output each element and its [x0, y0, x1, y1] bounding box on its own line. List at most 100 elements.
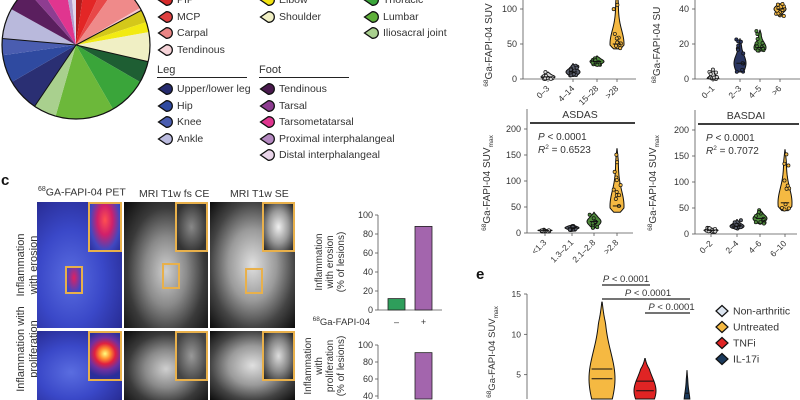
y-tick-label: 40	[679, 4, 689, 14]
x-tick-label: +	[421, 317, 426, 327]
panel-letter-e: e	[476, 266, 485, 283]
p-value: P < 0.0001	[706, 133, 755, 144]
data-point	[776, 11, 781, 16]
pie-slice	[76, 0, 97, 45]
ylabel-sup: 68	[647, 223, 654, 231]
data-point	[754, 213, 758, 218]
legend-label: Tendinous	[177, 43, 225, 56]
xlabel-sup: 68	[313, 316, 321, 323]
pie-slice	[34, 45, 76, 117]
data-point	[782, 178, 787, 183]
pie-slice	[76, 22, 149, 45]
teardrop-marker-icon	[157, 27, 173, 39]
pie-slice	[11, 0, 76, 45]
pie-slice	[2, 9, 76, 45]
legend-item: Shoulder	[259, 9, 321, 25]
data-point	[786, 163, 791, 168]
xlabel-main: Ga-FAPI-04	[320, 317, 370, 328]
data-point	[612, 31, 617, 36]
ylabel-main: Ga-FAPI-04 SUV	[648, 147, 659, 223]
legend-item: Proximal interphalangeal	[259, 131, 395, 147]
data-point	[755, 32, 760, 37]
pie-divider	[75, 9, 142, 46]
legend-label: Upper/lower leg	[177, 83, 251, 95]
data-point	[782, 207, 787, 212]
chart-title: ASDAS	[562, 109, 598, 121]
data-point	[714, 70, 718, 75]
data-point	[615, 2, 620, 7]
y-axis-label: 68Ga-FAPI-04 SUVmax	[481, 134, 495, 230]
data-point	[614, 178, 619, 183]
pie-divider	[75, 44, 149, 63]
diamond-marker-icon	[715, 352, 729, 366]
data-point	[740, 67, 745, 72]
y-axis-label: proliferation	[325, 340, 336, 392]
data-point	[736, 43, 741, 48]
x-tick-label: >2.8	[601, 237, 620, 256]
legend-label: Iliosacral joint	[383, 27, 447, 39]
legend-item: Tendinous	[259, 81, 327, 97]
y-tick-label: 10	[512, 329, 522, 339]
x-tick-label: –	[394, 317, 399, 327]
data-point	[738, 218, 743, 223]
legend-header-leg: Leg	[157, 64, 247, 78]
r-symbol: R	[538, 145, 545, 156]
p-rest: < 0.0001	[545, 132, 587, 143]
y-axis-label: 68Ga-FAPI-04 SUV	[483, 3, 495, 87]
pie-slice	[72, 0, 76, 45]
chart-title: BASDAI	[727, 110, 766, 122]
legend-label: Hip	[177, 99, 193, 112]
data-point	[784, 152, 789, 157]
teardrop-marker-icon	[259, 116, 275, 128]
y-tick-label: 20	[679, 39, 689, 49]
data-point	[567, 227, 572, 232]
ylabel-sub: max	[493, 305, 500, 318]
column-header-pet: 68GA-FAPI-04 PET	[38, 186, 126, 199]
ylabel-sup: 68	[486, 390, 493, 398]
bar	[414, 225, 433, 311]
p-symbol: P	[625, 288, 632, 299]
teardrop-marker-icon	[363, 27, 379, 39]
mri-inset	[175, 331, 208, 381]
y-tick-label: 50	[507, 39, 517, 49]
data-point	[714, 75, 719, 80]
data-point	[775, 2, 780, 7]
pie-outline	[1, 0, 151, 120]
y-tick-label: 100	[358, 210, 373, 220]
legend-label: Thoracic	[383, 0, 424, 6]
teardrop-marker-icon	[157, 10, 173, 23]
teardrop-marker-icon	[259, 132, 275, 145]
data-point	[758, 220, 763, 225]
data-point	[618, 46, 623, 51]
data-point	[543, 70, 548, 75]
data-point	[614, 189, 619, 194]
x-tick-label: >6	[769, 83, 783, 97]
y-axis-label: with	[314, 357, 325, 376]
y-axis-label: with erosion	[325, 235, 336, 289]
y-axis-label: (% of lesions)	[336, 336, 347, 397]
x-tick-label: 4–6	[746, 238, 763, 255]
teardrop-marker-icon	[157, 83, 173, 95]
legend-item: Elbow	[259, 0, 308, 8]
data-point	[753, 220, 758, 225]
y-tick-label: 0	[684, 74, 689, 84]
diamond-marker-icon	[715, 320, 729, 334]
pie-slice	[68, 0, 76, 45]
legend-label: Tendinous	[279, 83, 327, 95]
r-squared: R2 = 0.6523	[538, 144, 591, 156]
y-tick-label: 40	[363, 267, 373, 277]
ylabel-main: Ga-FAPI-04 SUV	[487, 318, 498, 391]
y-tick-label: 100	[674, 177, 689, 187]
x-tick-label: 2–3	[726, 83, 743, 100]
y-axis-label: Inflammation	[314, 233, 325, 290]
data-point	[761, 221, 766, 226]
p-rest: < 0.0001	[631, 288, 671, 299]
data-point	[590, 225, 595, 230]
r-value: = 0.7072	[717, 146, 759, 157]
pie-divider	[34, 44, 77, 107]
y-tick-label: 200	[506, 124, 521, 134]
y-tick-label: 20	[363, 286, 373, 296]
violin	[733, 38, 747, 73]
p-value: P < 0.0001	[538, 132, 587, 143]
x-tick-label: 4–5	[746, 83, 763, 100]
